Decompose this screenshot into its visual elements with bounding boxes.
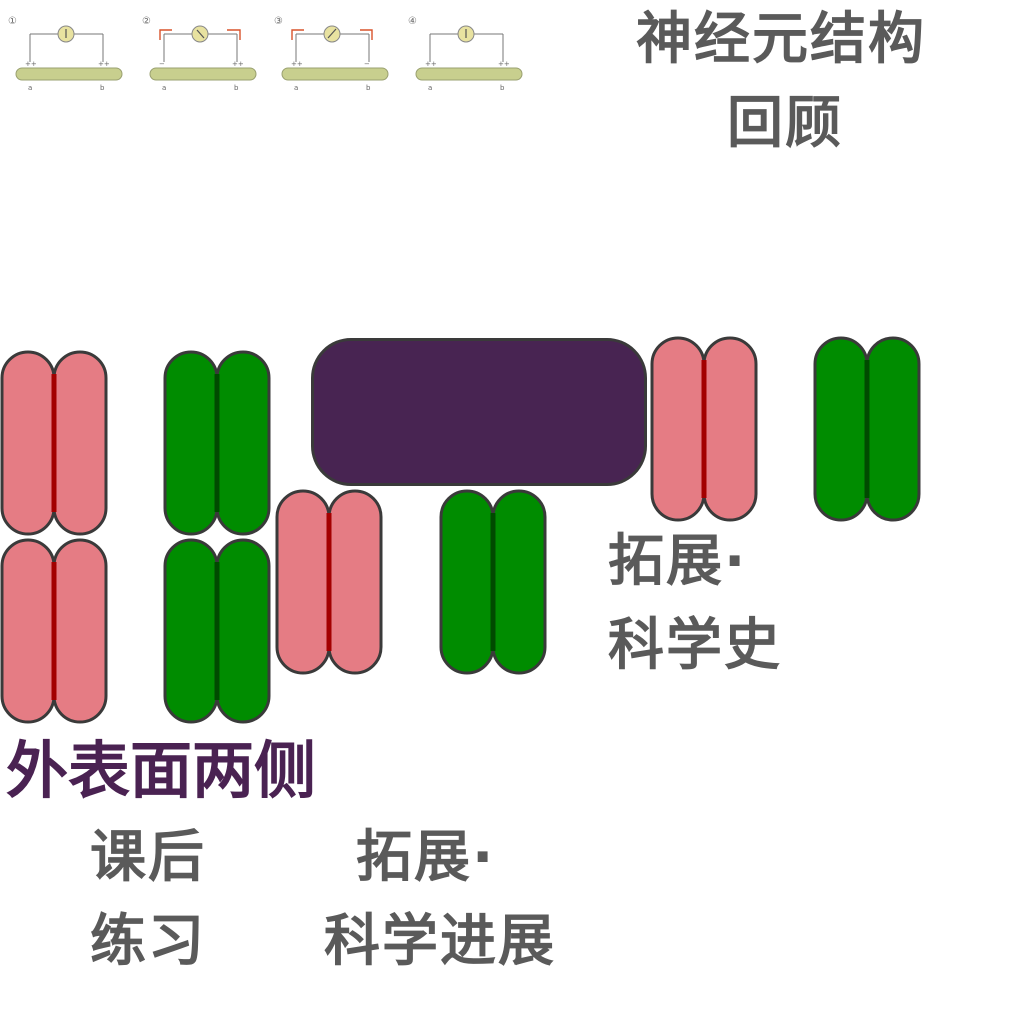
- outer-surface-heading[interactable]: 外表面两侧: [6, 734, 317, 807]
- svg-text:a: a: [428, 84, 432, 92]
- svg-text:++: ++: [25, 60, 37, 68]
- svg-text:b: b: [366, 84, 371, 92]
- electrode-diagram-4: ④ ++ ++ a b: [408, 12, 524, 92]
- svg-text:b: b: [500, 84, 505, 92]
- svg-text:++: ++: [291, 60, 303, 68]
- exercises-link-line1[interactable]: 课后: [90, 825, 206, 890]
- svg-text:−: −: [364, 60, 370, 68]
- svg-text:②: ②: [142, 16, 151, 27]
- electrode-diagram-3: ③ ++ − a b: [274, 12, 390, 92]
- diagram-number: ①: [8, 16, 17, 27]
- title-line2[interactable]: 回顾: [727, 91, 843, 156]
- svg-text:a: a: [28, 84, 32, 92]
- chromosome-pink-4[interactable]: [650, 336, 760, 522]
- chromosome-pink-1[interactable]: [0, 350, 110, 536]
- purple-block[interactable]: [311, 338, 647, 486]
- electrode-diagram-1: ① ++ ++ a b: [8, 12, 124, 92]
- electrode-diagram-2: ② − ++ a b: [142, 12, 258, 92]
- svg-text:−: −: [159, 60, 165, 68]
- svg-text:++: ++: [498, 60, 510, 68]
- svg-text:++: ++: [232, 60, 244, 68]
- svg-text:a: a: [294, 84, 298, 92]
- chromosome-green-3[interactable]: [439, 489, 549, 675]
- chromosome-green-4[interactable]: [813, 336, 923, 522]
- svg-text:③: ③: [274, 16, 283, 27]
- title-line1[interactable]: 神经元结构: [636, 7, 926, 72]
- svg-text:++: ++: [425, 60, 437, 68]
- svg-text:b: b: [234, 84, 239, 92]
- chromosome-pink-3[interactable]: [275, 489, 385, 675]
- svg-text:b: b: [100, 84, 105, 92]
- history-link-line2[interactable]: 科学史: [608, 613, 782, 678]
- svg-text:a: a: [162, 84, 166, 92]
- chromosome-green-1[interactable]: [163, 350, 273, 536]
- progress-link-line1[interactable]: 拓展·: [356, 825, 496, 890]
- chromosome-green-2[interactable]: [163, 538, 273, 724]
- svg-text:++: ++: [98, 60, 110, 68]
- progress-link-line2[interactable]: 科学进展: [324, 909, 556, 974]
- svg-text:④: ④: [408, 16, 417, 27]
- history-link-line1[interactable]: 拓展·: [608, 529, 748, 594]
- exercises-link-line2[interactable]: 练习: [90, 909, 206, 974]
- chromosome-pink-2[interactable]: [0, 538, 110, 724]
